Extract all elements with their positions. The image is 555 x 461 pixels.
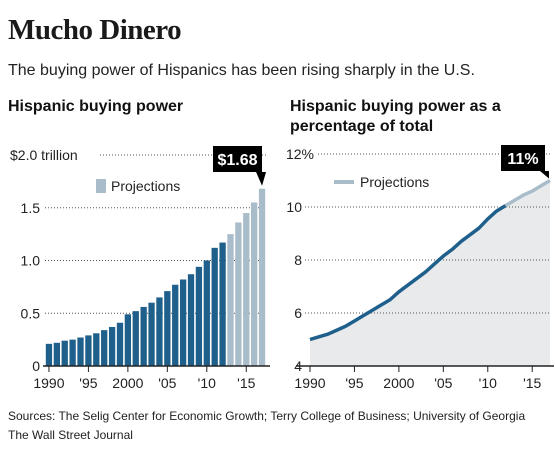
bar-projection — [243, 213, 250, 366]
series-line-actual — [309, 204, 507, 342]
y-tick-label: 8 — [294, 252, 302, 268]
bar-actual — [187, 274, 195, 366]
bar-actual — [85, 335, 92, 366]
series-line-projection — [504, 178, 551, 208]
area-fill — [310, 180, 550, 366]
y-tick-label: 10 — [286, 199, 302, 215]
chart2-title: Hispanic buying power as a percentage of… — [290, 98, 501, 135]
legend-label: Projections — [360, 174, 429, 190]
y-tick-label: 1.5 — [21, 200, 41, 216]
bar-actual — [77, 337, 84, 366]
x-tick-label: '95 — [345, 375, 363, 391]
callout-label: $1.68 — [217, 152, 257, 169]
bar-projection — [227, 234, 234, 366]
x-tick-label: 2000 — [112, 375, 143, 391]
y-tick-label: 1.0 — [21, 253, 41, 269]
credit-line: The Wall Street Journal — [8, 428, 133, 442]
legend-swatch — [96, 179, 106, 193]
bar-actual — [195, 266, 203, 366]
x-tick-label: '05 — [434, 375, 452, 391]
callout-box — [213, 146, 262, 172]
bar-projection — [235, 222, 242, 366]
y-tick-label: $2.0 trillion — [10, 147, 78, 163]
bar-actual — [69, 339, 76, 366]
bar-actual — [156, 297, 163, 366]
x-tick-label: '10 — [479, 375, 497, 391]
callout-box — [501, 145, 545, 171]
y-tick-label: 0 — [32, 358, 40, 374]
bar-actual — [61, 340, 68, 366]
x-tick-label: '95 — [79, 375, 97, 391]
page-subtitle: The buying power of Hispanics has been r… — [8, 62, 475, 79]
callout-pointer — [540, 171, 549, 179]
callout-pointer — [256, 172, 267, 186]
bar-actual — [124, 314, 132, 366]
bar-projection — [258, 188, 266, 366]
x-tick-label: '15 — [237, 375, 255, 391]
legend-label: Projections — [111, 178, 180, 194]
bar-actual — [148, 302, 155, 366]
x-tick-label: 2000 — [383, 375, 414, 391]
bar-actual — [132, 311, 139, 366]
bar-actual — [140, 306, 147, 366]
bar-actual — [179, 279, 187, 366]
y-tick-label: 6 — [294, 305, 302, 321]
bar-actual — [45, 343, 53, 366]
bar-actual — [93, 333, 100, 366]
source-note: Sources: The Selig Center for Economic G… — [8, 407, 525, 445]
bar-actual — [116, 322, 124, 366]
bar-actual — [172, 284, 179, 366]
bar-actual — [108, 326, 116, 366]
buying-power-bar-chart: 0 0.5 1.0 1.5 $2.0 trillion 1990 '95 2000 '05 '10… — [10, 146, 270, 391]
y-tick-label: 0.5 — [21, 305, 41, 321]
x-tick-label: '10 — [198, 375, 216, 391]
bar-actual — [101, 330, 108, 366]
bar-actual — [211, 247, 218, 366]
bar-actual — [219, 242, 226, 366]
page-title: Mucho Dinero — [8, 14, 182, 46]
callout-label: 11% — [507, 151, 538, 168]
x-tick-label: '05 — [158, 375, 176, 391]
x-tick-label: 1990 — [294, 375, 325, 391]
chart1-title: Hispanic buying power — [8, 98, 184, 115]
bar-actual — [53, 342, 60, 366]
bar-actual — [203, 260, 210, 366]
x-tick-label: 1990 — [33, 375, 64, 391]
source-line: Sources: The Selig Center for Economic G… — [8, 409, 526, 423]
bar-actual — [164, 291, 171, 366]
bar-projection — [251, 202, 258, 366]
x-tick-label: '15 — [523, 375, 541, 391]
y-tick-label: 12% — [286, 146, 314, 162]
